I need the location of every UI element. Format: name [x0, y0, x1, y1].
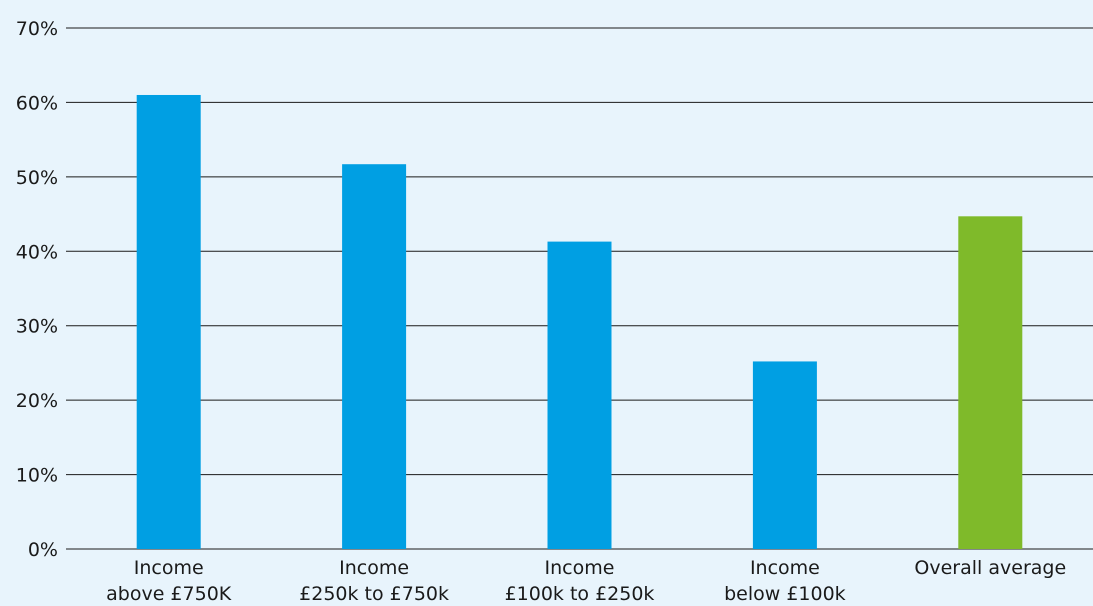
x-category-label: Income below £100k: [724, 557, 846, 605]
bar: [547, 241, 612, 550]
y-tick-label: 30%: [16, 316, 58, 338]
y-tick-label: 60%: [16, 92, 58, 114]
y-tick-label: 10%: [16, 465, 58, 487]
y-tick-label: 40%: [16, 241, 58, 263]
y-axis-tick-labels: 0% 10% 20% 30% 40% 50% 60% 70%: [16, 18, 58, 561]
x-category-label: Income £100k to £250k: [505, 557, 655, 605]
y-tick-label: 0%: [28, 539, 58, 561]
bar: [136, 94, 201, 549]
y-tick-label: 20%: [16, 390, 58, 412]
bar: [958, 216, 1023, 549]
y-tick-label: 70%: [16, 18, 58, 40]
x-category-label: Income £250k to £750k: [299, 557, 449, 605]
bar: [752, 361, 817, 549]
x-axis-category-labels: Income above £750K Income £250k to £750k Inc…: [106, 557, 1066, 605]
y-tick-label: 50%: [16, 167, 58, 189]
x-category-label: Income above £750K: [106, 557, 232, 605]
bar: [342, 164, 407, 549]
bars: [136, 94, 1023, 550]
x-category-label: Overall average: [914, 557, 1066, 579]
